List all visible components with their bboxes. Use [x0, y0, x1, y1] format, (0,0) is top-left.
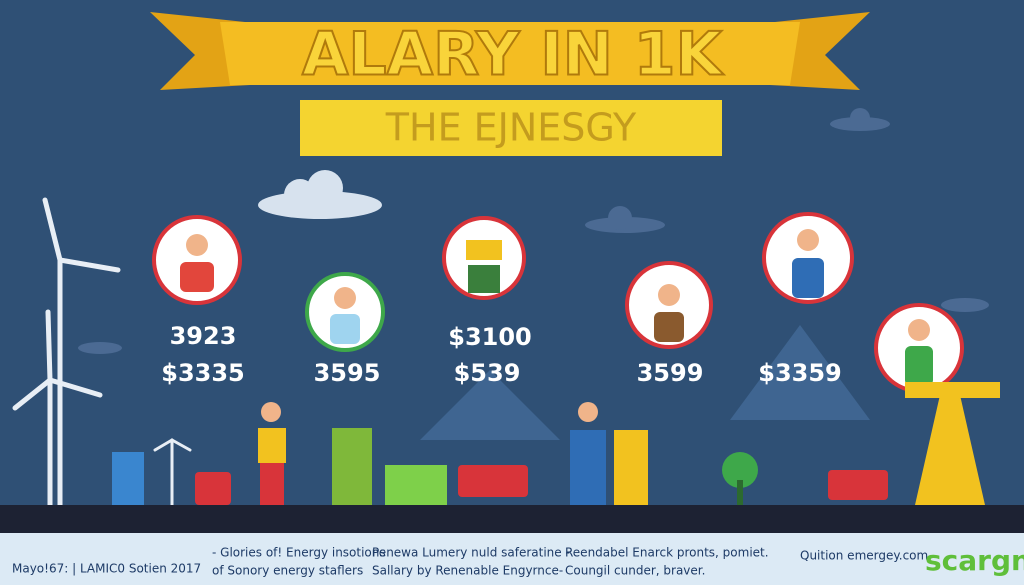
footer-website: Quition emergey.com	[800, 549, 928, 563]
decoration	[466, 240, 502, 260]
footer-text: Sallary by Renenable Engyrnce-	[372, 564, 563, 578]
subtitle-box	[300, 100, 722, 156]
decoration	[170, 438, 192, 452]
decoration	[42, 197, 63, 263]
decoration	[307, 170, 343, 206]
salary-figure: $3335	[161, 359, 245, 387]
footer-text: Penewa Lumery nuld saferatine -	[372, 546, 570, 560]
decoration	[654, 312, 684, 342]
footer-text: - Glories of! Energy insotions	[212, 546, 386, 560]
title-ribbon	[150, 12, 870, 90]
decoration	[305, 272, 385, 352]
clouds	[78, 108, 989, 354]
decoration	[330, 314, 360, 344]
decoration	[12, 377, 53, 411]
decoration	[195, 472, 231, 505]
salary-figure: $3359	[758, 359, 842, 387]
decoration	[792, 258, 824, 298]
salary-figure: 3923	[170, 322, 237, 350]
footer-text: Coungil cunder, braver.	[565, 564, 705, 578]
wind-turbines	[12, 197, 192, 508]
salary-figure: 3595	[314, 359, 381, 387]
salary-figure: $539	[454, 359, 521, 387]
decoration	[915, 395, 985, 505]
decoration	[905, 382, 1000, 398]
decoration	[420, 370, 560, 440]
decoration	[45, 309, 53, 383]
decoration	[332, 428, 372, 505]
footer-band	[0, 533, 1024, 585]
ground	[0, 505, 1024, 533]
mountains	[420, 325, 870, 440]
decoration	[608, 206, 632, 230]
decoration	[180, 262, 214, 292]
decoration	[468, 265, 500, 293]
decoration	[47, 377, 103, 398]
decoration	[578, 402, 598, 422]
decoration	[186, 234, 208, 256]
decoration	[78, 342, 122, 354]
decoration	[730, 325, 870, 420]
decoration	[797, 229, 819, 251]
decoration	[614, 430, 648, 505]
decoration	[261, 402, 281, 422]
decoration	[905, 346, 933, 386]
title: ALARY IN 1K	[302, 20, 725, 90]
decoration	[260, 463, 284, 505]
decoration	[850, 108, 870, 128]
decoration	[385, 465, 447, 505]
avatar-figures	[180, 229, 933, 386]
subtitle: THE EJNESGY	[385, 106, 637, 150]
footer-text: of Sonory energy staflers	[212, 564, 363, 578]
decoration	[458, 465, 528, 497]
decoration	[908, 319, 930, 341]
decoration	[258, 428, 286, 463]
footer-text: Reendabel Enarck pronts, pomiet.	[565, 546, 769, 560]
decoration	[220, 22, 800, 85]
decoration	[737, 480, 743, 505]
brand: scargn	[925, 544, 1024, 577]
footer-credit: Mayo!67: | LAMIC0 Sotien 2017	[12, 562, 201, 576]
salary-figure: 3599	[637, 359, 704, 387]
decoration	[722, 452, 758, 488]
salary-figure: $3100	[448, 323, 532, 351]
decoration	[152, 215, 242, 305]
decoration	[828, 470, 888, 500]
decoration	[112, 452, 144, 505]
decoration	[941, 298, 989, 312]
decoration	[570, 430, 606, 505]
decoration	[658, 284, 680, 306]
decoration	[57, 257, 121, 273]
decoration	[153, 438, 174, 452]
scenery	[112, 382, 1000, 505]
decoration	[334, 287, 356, 309]
